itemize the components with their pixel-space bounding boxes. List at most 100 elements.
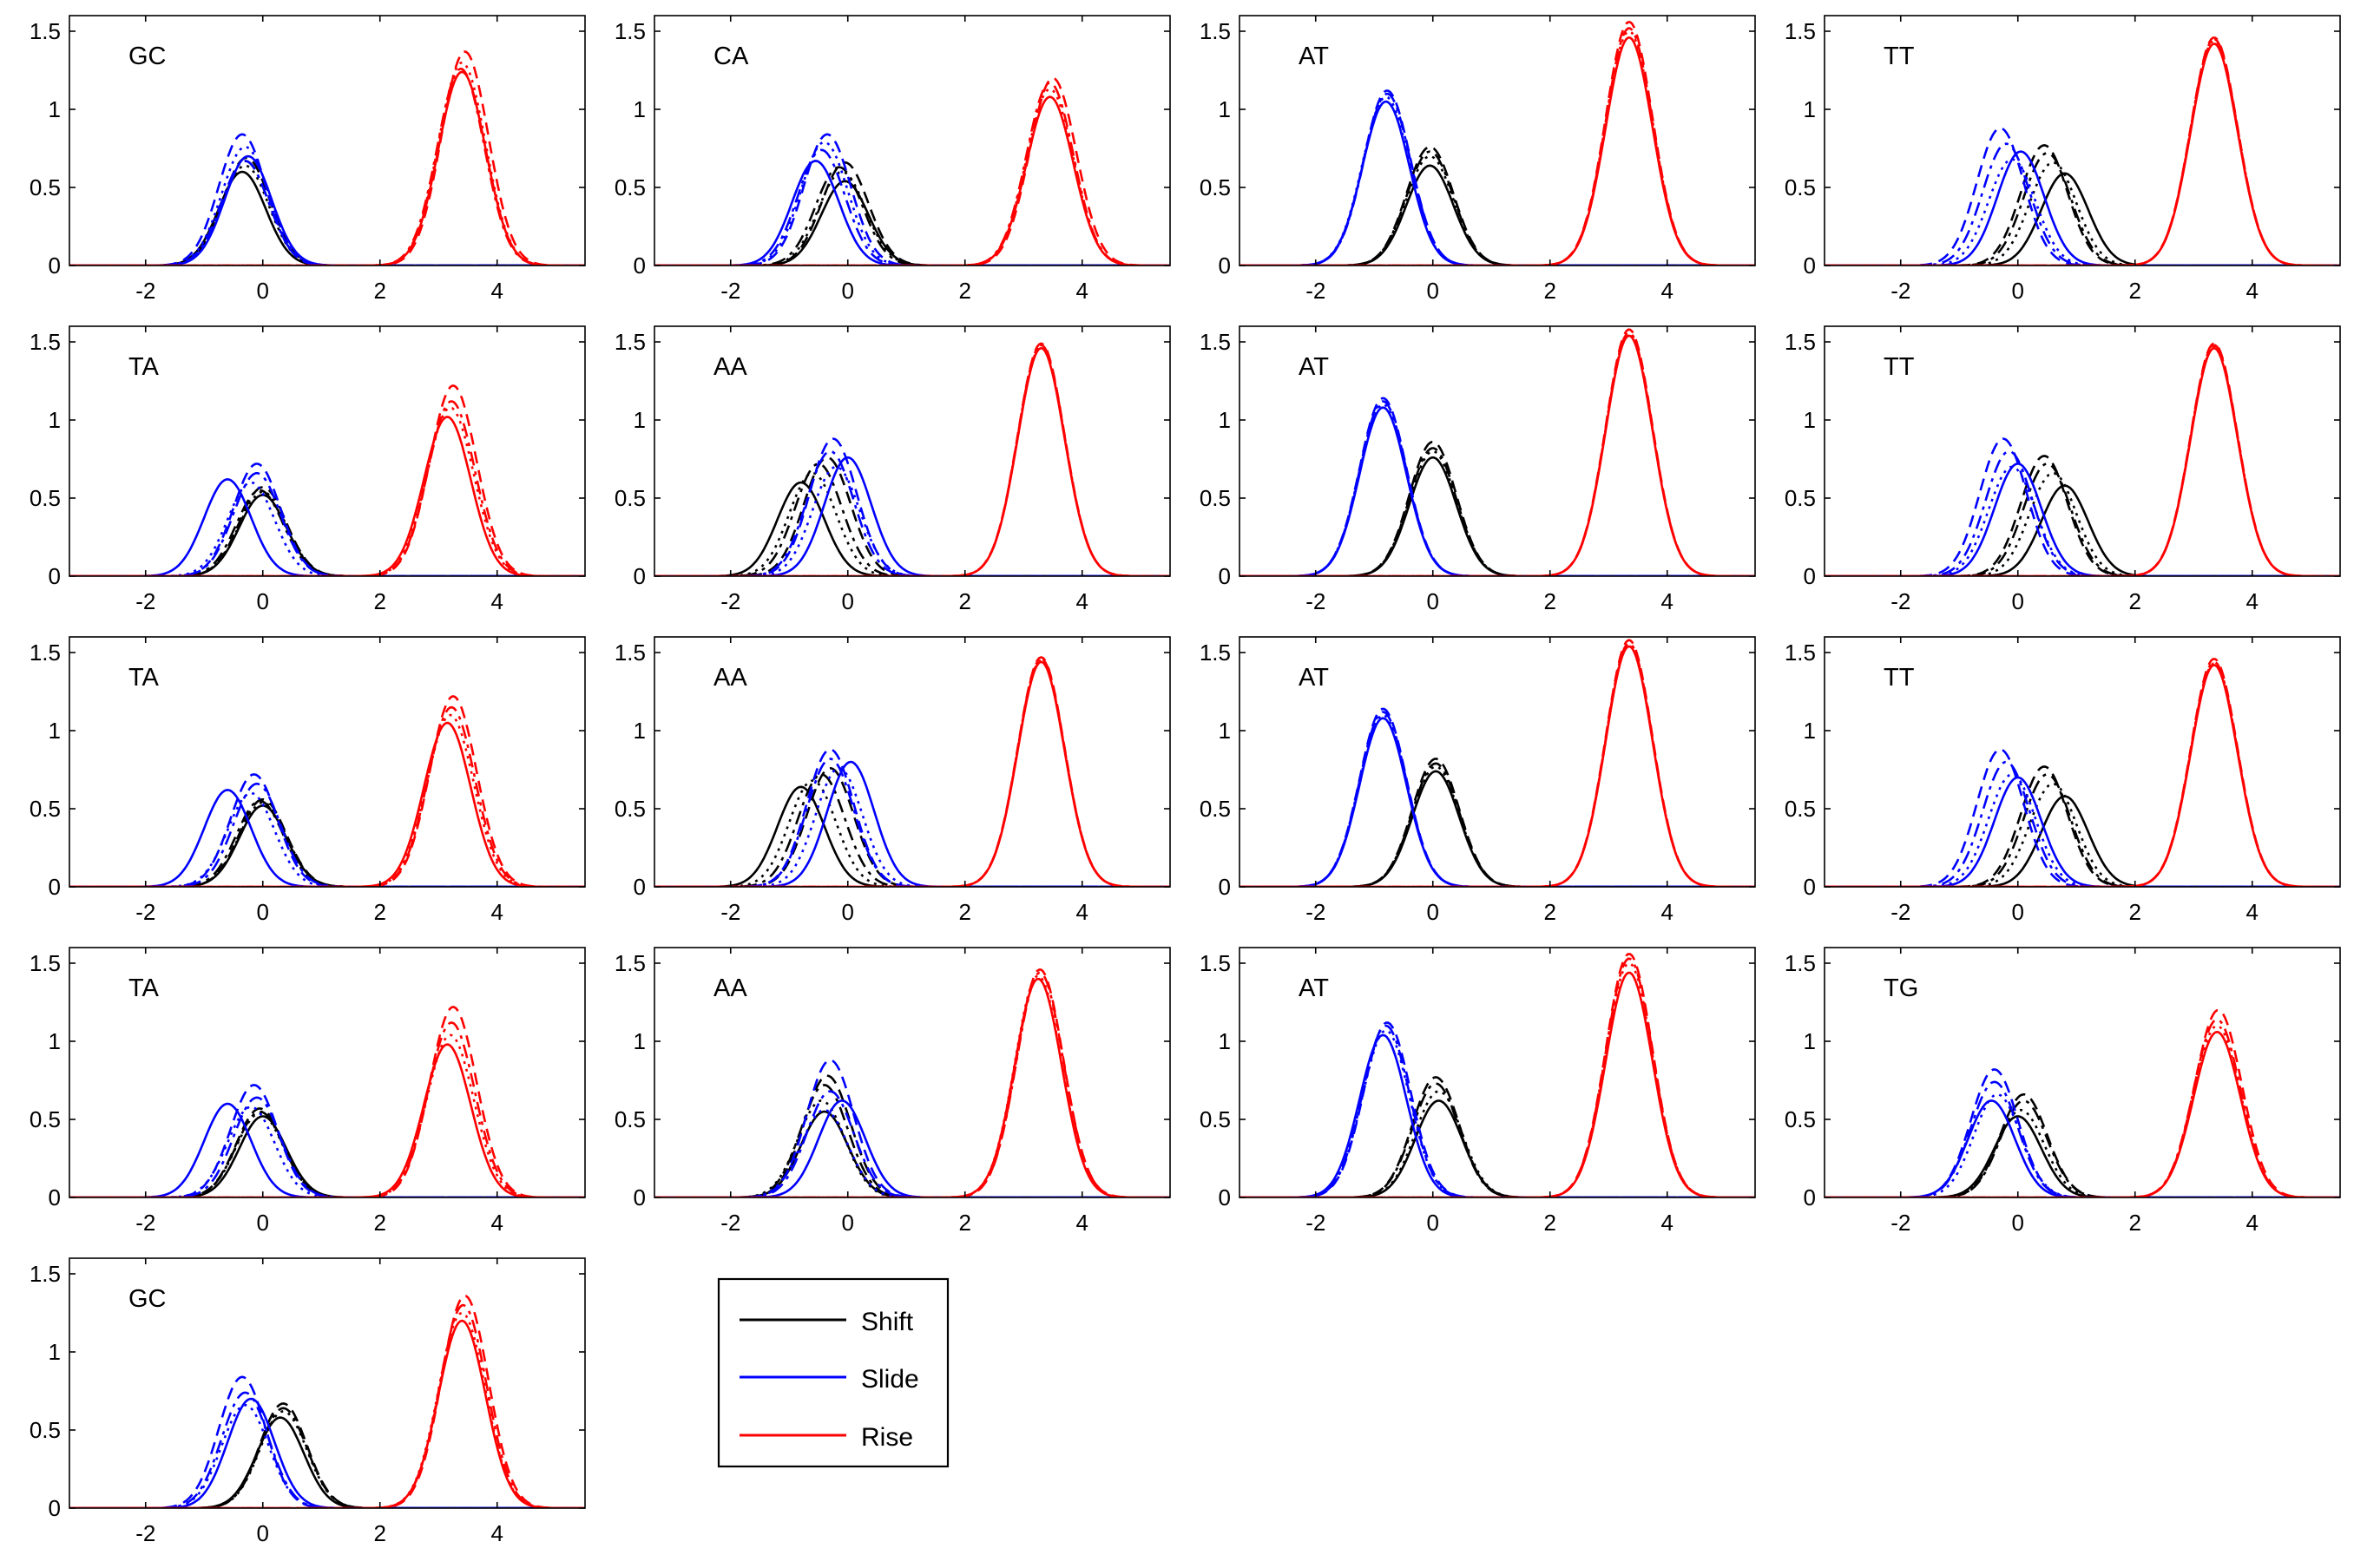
curves	[69, 1006, 585, 1197]
shift-series-line-1	[1825, 1115, 2340, 1197]
plot-area	[1825, 637, 2340, 887]
y-tick-label: 0.5	[30, 174, 61, 200]
slide-series-line-4	[1239, 89, 1755, 266]
panel-title: TA	[128, 353, 160, 381]
x-tick-label: 2	[959, 899, 971, 925]
x-tick-label: 4	[1661, 588, 1673, 614]
plot-area	[69, 16, 585, 266]
axes-frame	[1239, 15, 1756, 266]
rise-series-line-4	[1239, 328, 1755, 576]
x-tick-label: 2	[1544, 1210, 1556, 1236]
legend-label-slide: Slide	[861, 1365, 919, 1394]
shift-series-line-3	[1825, 152, 2340, 266]
shift-series-line-4	[1239, 440, 1755, 576]
panel-title: AT	[1299, 664, 1329, 692]
y-tick-label: 0	[49, 563, 61, 589]
panel-9: 0 0.5 1 1.5 -2 0 2 4 TA	[30, 636, 586, 925]
shift-series-line-3	[1825, 773, 2340, 887]
y-tick-label: 1.5	[1200, 18, 1231, 44]
x-tick-label: -2	[1305, 278, 1325, 304]
y-tick-label: 1	[634, 718, 646, 744]
y-tick-label: 1	[1804, 1028, 1816, 1054]
x-tick-label: 4	[491, 588, 503, 614]
x-tick-label: 4	[491, 278, 503, 304]
slide-series-line-1	[1825, 150, 2340, 266]
y-tick-label: 1.5	[615, 950, 646, 976]
y-tick-label: 1	[49, 718, 61, 744]
x-tick-label: 2	[374, 1520, 386, 1546]
x-tick-label: -2	[1305, 1210, 1325, 1236]
shift-series-line-3	[1825, 463, 2340, 576]
curves	[1239, 328, 1755, 576]
plot-area	[69, 326, 585, 576]
y-tick-label: 1.5	[1785, 640, 1816, 666]
rise-series-line-4	[654, 76, 1170, 266]
x-tick-label: 0	[2012, 899, 2024, 925]
y-tick-label: 0	[1219, 563, 1231, 589]
x-tick-label: -2	[1890, 1210, 1910, 1236]
rise-series-line-4	[654, 968, 1170, 1197]
x-tick-label: 2	[1544, 588, 1556, 614]
panel-title: CA	[713, 43, 749, 70]
panel-14: 0 0.5 1 1.5 -2 0 2 4 AA	[615, 947, 1171, 1236]
panels-grid: 0 0.5 1 1.5 -2 0 2 4 GC 0 0.5 1 1.5 -2 0 2 4 CA 0 0.5 1 1.5 -2…	[30, 15, 2341, 1546]
y-tick-label: 0.5	[30, 796, 61, 822]
x-tick-label: 0	[1427, 588, 1439, 614]
panel-title: AT	[1299, 43, 1329, 70]
axes-frame	[654, 636, 1171, 888]
shift-series-line-4	[1825, 455, 2340, 576]
axes-frame	[1824, 325, 2341, 577]
legend-label-rise: Rise	[861, 1423, 913, 1452]
slide-series-line-4	[1239, 397, 1755, 576]
y-tick-label: 0	[49, 874, 61, 900]
x-tick-label: 2	[2129, 1210, 2141, 1236]
shift-series-line-4	[1239, 1076, 1755, 1197]
slide-series-line-4	[1239, 1021, 1755, 1197]
shift-series-line-2	[1825, 782, 2340, 887]
panel-8: 0 0.5 1 1.5 -2 0 2 4 TT	[1785, 325, 2341, 614]
x-tick-label: -2	[1890, 899, 1910, 925]
x-tick-label: 4	[1661, 278, 1673, 304]
y-tick-label: 0.5	[30, 1106, 61, 1132]
slide-series-line-4	[1239, 707, 1755, 887]
rise-series-line-4	[69, 1006, 585, 1197]
y-tick-label: 1	[634, 1028, 646, 1054]
y-tick-label: 0.5	[615, 796, 646, 822]
panel-title: TT	[1884, 43, 1915, 70]
x-tick-label: 2	[2129, 278, 2141, 304]
panel-title: TT	[1884, 353, 1915, 381]
rise-series-line-4	[654, 656, 1170, 887]
plot-area	[1825, 326, 2340, 576]
y-tick-label: 0	[49, 1495, 61, 1521]
y-tick-label: 0	[634, 253, 646, 279]
axes-frame	[1239, 947, 1756, 1198]
y-tick-label: 0	[634, 563, 646, 589]
panel-title: AT	[1299, 974, 1329, 1002]
y-tick-label: 0	[1804, 253, 1816, 279]
rise-series-line-3	[69, 1303, 585, 1508]
rise-series-line-3	[654, 82, 1170, 266]
panel-title: GC	[128, 1285, 167, 1313]
panel-17: 0 0.5 1 1.5 -2 0 2 4 GC	[30, 1257, 586, 1546]
y-tick-label: 0.5	[1200, 174, 1231, 200]
y-tick-label: 1	[1219, 96, 1231, 122]
x-tick-label: -2	[135, 1210, 155, 1236]
rise-series-line-4	[1239, 953, 1755, 1197]
plot-area	[1239, 637, 1755, 887]
x-tick-label: -2	[135, 278, 155, 304]
y-tick-label: 1	[1219, 407, 1231, 433]
y-tick-label: 0.5	[615, 174, 646, 200]
y-tick-label: 1	[1804, 407, 1816, 433]
y-tick-label: 1.5	[1785, 329, 1816, 355]
x-tick-label: -2	[1305, 588, 1325, 614]
panel-11: 0 0.5 1 1.5 -2 0 2 4 AT	[1200, 636, 1756, 925]
axes-frame	[1239, 636, 1756, 888]
panel-5: 0 0.5 1 1.5 -2 0 2 4 TA	[30, 325, 586, 614]
panel-3: 0 0.5 1 1.5 -2 0 2 4 AT	[1200, 15, 1756, 304]
slide-series-line-1	[1825, 776, 2340, 887]
panel-6: 0 0.5 1 1.5 -2 0 2 4 AA	[615, 325, 1171, 614]
y-tick-label: 1.5	[615, 18, 646, 44]
shift-series-line-1	[1825, 795, 2340, 887]
x-tick-label: 4	[2246, 899, 2259, 925]
x-tick-label: 4	[1076, 899, 1088, 925]
